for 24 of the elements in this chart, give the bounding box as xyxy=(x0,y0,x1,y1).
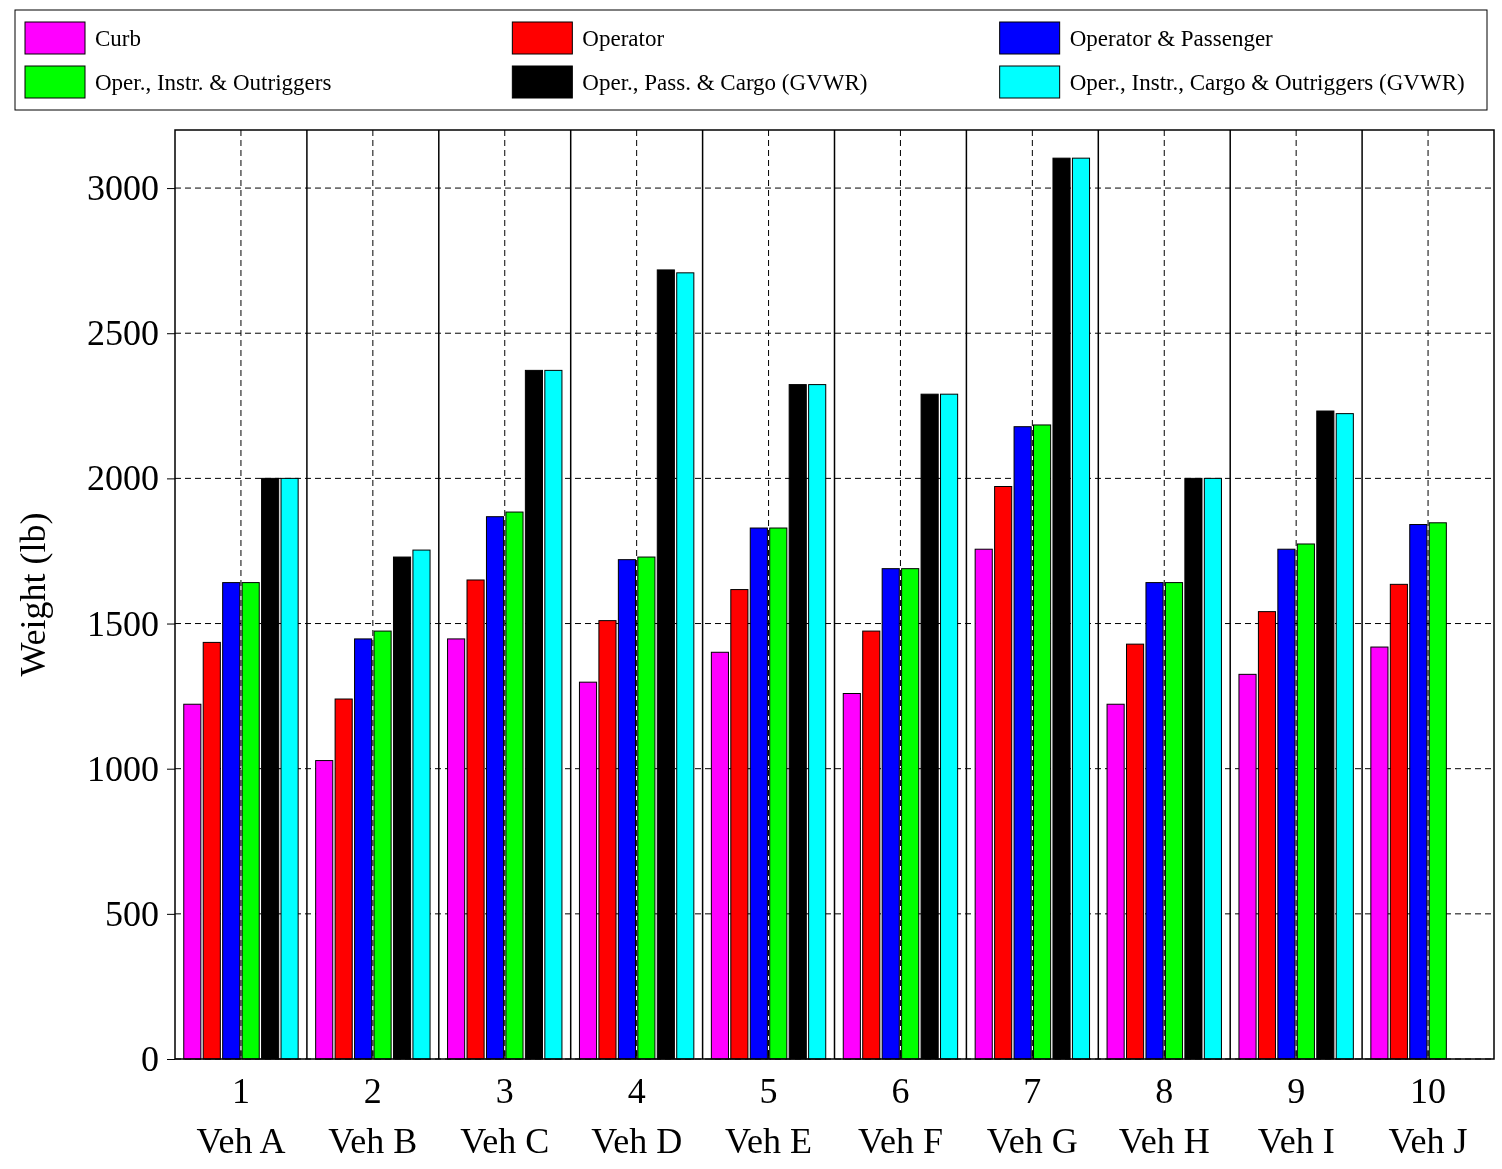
y-tick-label: 3000 xyxy=(87,168,159,209)
y-tick-label: 0 xyxy=(141,1039,159,1080)
x-tick-label: 3 Veh C xyxy=(460,1071,550,1161)
y-tick-label: 2500 xyxy=(87,313,159,354)
y-tick-label: 1500 xyxy=(87,603,159,644)
x-tick-label: 7 Veh G xyxy=(986,1071,1078,1161)
legend-label: Operator & Passenger xyxy=(1069,26,1274,51)
legend-label: Oper., Instr. & Outriggers xyxy=(95,70,332,95)
legend-label: Oper., Pass. & Cargo (GVWR) xyxy=(582,70,868,95)
legend-label: Oper., Instr., Cargo & Outriggers (GVWR) xyxy=(1069,70,1465,95)
y-axis-title: Weight (lb) xyxy=(13,512,53,677)
x-tick-label: 9 Veh I xyxy=(1257,1071,1335,1161)
x-tick-label: 2 Veh B xyxy=(328,1071,418,1161)
x-tick-label: 6 Veh F xyxy=(857,1071,943,1161)
y-tick-label: 500 xyxy=(105,893,159,934)
x-tick-label: 1 Veh A xyxy=(196,1071,286,1161)
x-tick-label: 4 Veh D xyxy=(591,1071,683,1161)
legend-label: Operator xyxy=(582,26,665,51)
y-tick-label: 2000 xyxy=(87,458,159,499)
y-tick-label: 1000 xyxy=(87,748,159,789)
x-tick-label: 10 Veh J xyxy=(1388,1071,1468,1161)
x-tick-label: 8 Veh H xyxy=(1118,1071,1210,1161)
legend-label: Curb xyxy=(95,26,141,51)
x-tick-label: 5 Veh E xyxy=(725,1071,813,1161)
